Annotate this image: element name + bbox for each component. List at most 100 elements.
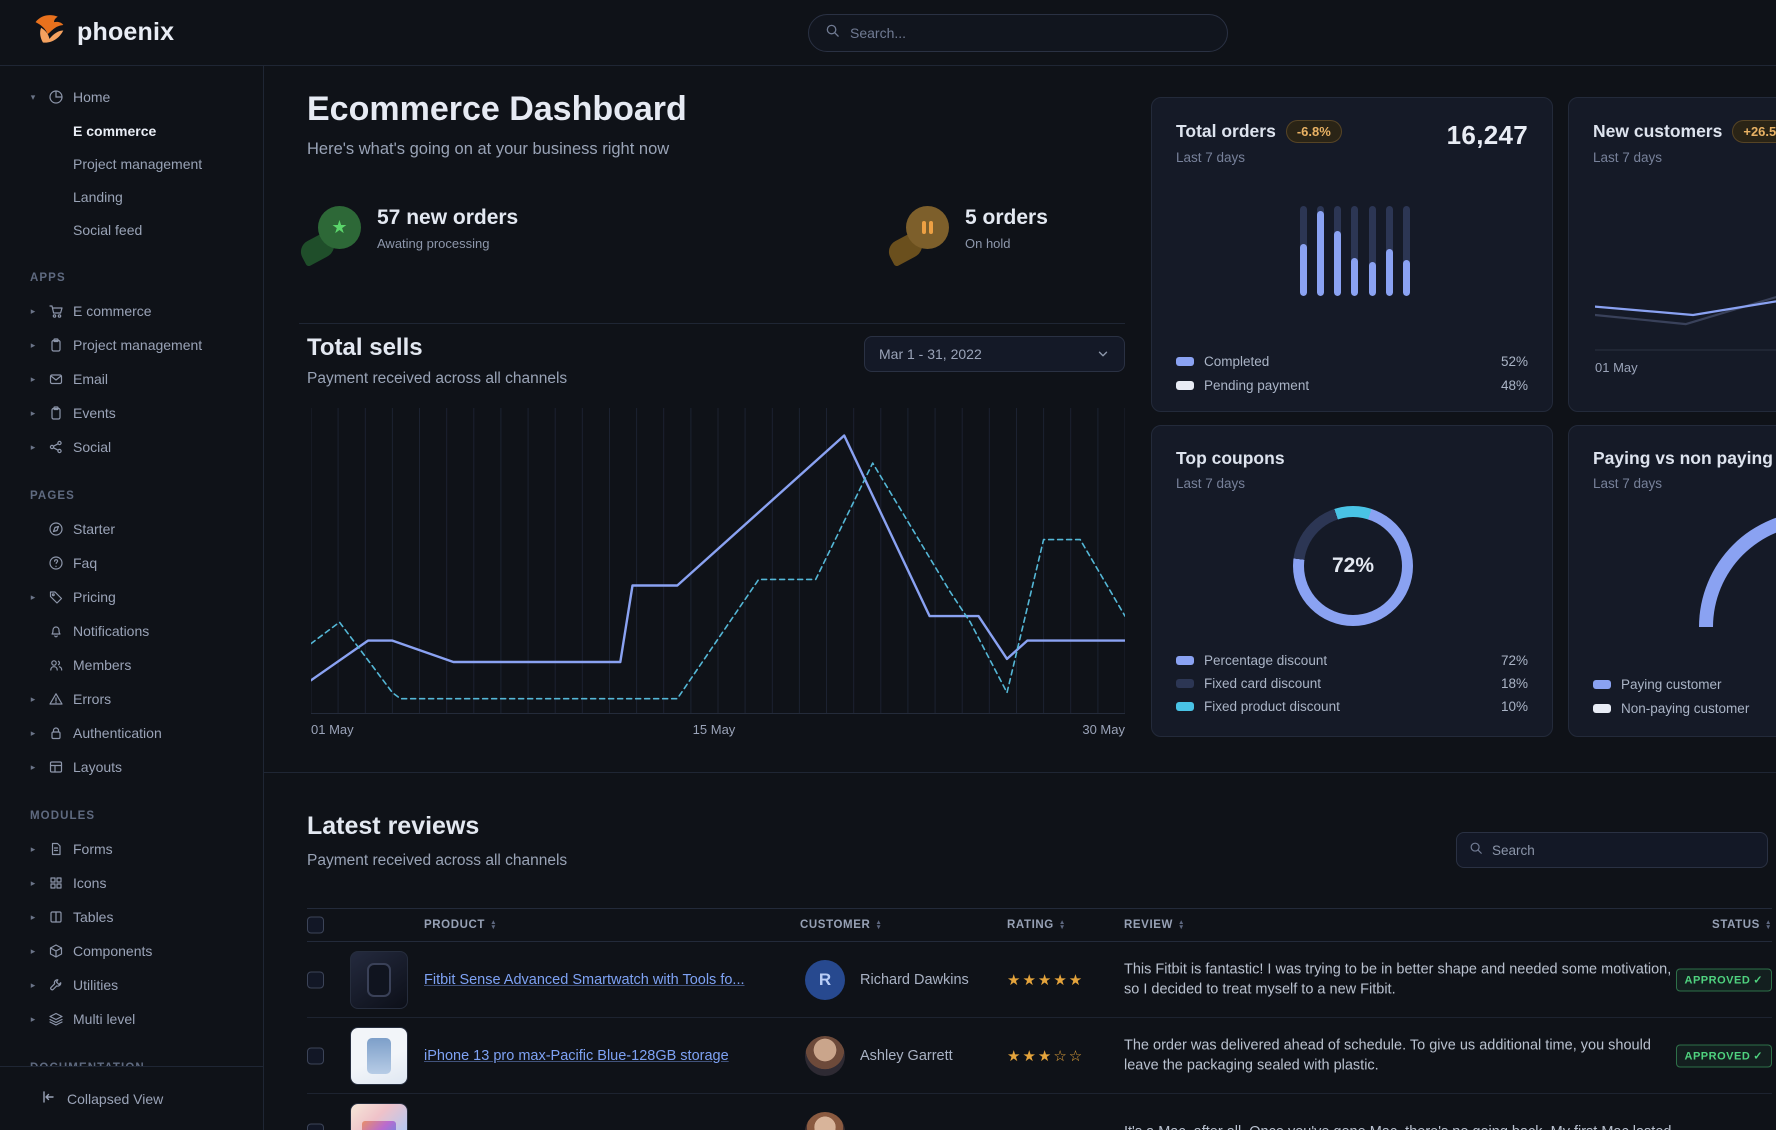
pie-chart-icon xyxy=(47,89,64,106)
sidebar-item-components[interactable]: ▸ Components xyxy=(28,934,249,968)
sidebar-item-label: Authentication xyxy=(73,725,162,741)
reviews-search-input[interactable] xyxy=(1492,842,1755,858)
chevron-right-icon: ▸ xyxy=(30,979,36,990)
global-search[interactable] xyxy=(808,14,1228,52)
collapse-label: Collapsed View xyxy=(67,1090,164,1107)
column-rating[interactable]: RATING ▲ ▼ xyxy=(1007,918,1066,931)
legend-row: Percentage discount 72% xyxy=(1176,653,1528,668)
sidebar: ▾ Home E commerce Project management Landi… xyxy=(0,66,264,1130)
order-bar xyxy=(1300,206,1307,296)
sidebar-item-events[interactable]: ▸ Events xyxy=(28,396,249,430)
collapse-sidebar-button[interactable]: Collapsed View xyxy=(0,1066,263,1130)
avatar[interactable]: R xyxy=(805,959,845,1000)
chevron-right-icon: ▸ xyxy=(30,441,36,452)
sidebar-item-label: Members xyxy=(73,657,132,673)
sidebar-item-forms[interactable]: ▸ Forms xyxy=(28,832,249,866)
chevron-right-icon: ▸ xyxy=(30,877,36,888)
page-title: Ecommerce Dashboard xyxy=(307,90,687,128)
stat-new-orders: ★ 57 new orders Awating processing xyxy=(296,206,518,268)
column-customer[interactable]: CUSTOMER ▲ ▼ xyxy=(800,918,883,931)
top-navbar: phoenix xyxy=(0,0,1776,66)
chevron-right-icon: ▸ xyxy=(30,843,36,854)
sidebar-item-utilities[interactable]: ▸ Utilities xyxy=(28,968,249,1002)
sidebar-item-label: Utilities xyxy=(73,977,119,993)
column-status[interactable]: STATUS ▲ ▼ xyxy=(1712,918,1772,931)
column-review[interactable]: REVIEW ▲ ▼ xyxy=(1124,918,1186,931)
sidebar-item-authentication[interactable]: ▸ Authentication xyxy=(28,716,249,750)
wrench-icon xyxy=(47,977,64,994)
sidebar-subitem-landing[interactable]: Landing xyxy=(73,188,123,205)
chevron-right-icon: ▸ xyxy=(30,591,36,602)
sidebar-item-label: Multi level xyxy=(73,1011,136,1027)
sidebar-section-title: PAGES xyxy=(30,490,75,502)
avatar[interactable] xyxy=(805,1111,845,1130)
layout-icon xyxy=(47,759,64,776)
phoenix-flame-icon xyxy=(30,12,67,54)
column-product[interactable]: PRODUCT ▲ ▼ xyxy=(424,918,498,931)
sidebar-item-errors[interactable]: ▸ Errors xyxy=(28,682,249,716)
card-title: Total orders xyxy=(1176,121,1276,141)
card-period: Last 7 days xyxy=(1176,476,1246,491)
check-icon: ✓ xyxy=(1753,1050,1763,1062)
select-all-checkbox[interactable] xyxy=(307,916,324,934)
row-checkbox[interactable] xyxy=(307,1123,324,1130)
table-row: It's a Mac, after all. Once you've gone … xyxy=(307,1094,1772,1130)
sidebar-item-members[interactable]: ▸ Members xyxy=(28,648,249,682)
sidebar-item-tables[interactable]: ▸ Tables xyxy=(28,900,249,934)
product-thumbnail[interactable] xyxy=(350,1026,408,1085)
product-link[interactable]: Fitbit Sense Advanced Smartwatch with To… xyxy=(424,971,745,988)
sidebar-item-multi-level[interactable]: ▸ Multi level xyxy=(28,1002,249,1036)
table-row: iPhone 13 pro max-Pacific Blue-128GB sto… xyxy=(307,1018,1772,1094)
search-input[interactable] xyxy=(850,25,1211,41)
star-badge-icon: ★ xyxy=(296,206,361,268)
sort-icon: ▲ ▼ xyxy=(490,918,498,931)
stat-sub: Awating processing xyxy=(377,236,490,251)
customers-line-chart xyxy=(1593,266,1776,352)
x-tick: 15 May xyxy=(692,722,736,737)
legend-swatch xyxy=(1176,357,1194,366)
sidebar-item-social[interactable]: ▸ Social xyxy=(28,430,249,464)
sidebar-item-label: Project management xyxy=(73,337,203,353)
legend-label: Pending payment xyxy=(1204,378,1310,393)
section-divider xyxy=(299,323,1125,324)
sidebar-subitem-e-commerce[interactable]: E commerce xyxy=(73,122,157,139)
sidebar-item-label: Home xyxy=(73,89,111,105)
product-thumbnail[interactable] xyxy=(350,950,408,1009)
legend-label: Non-paying customer xyxy=(1621,701,1750,716)
sidebar-section-title: APPS xyxy=(30,272,66,284)
card-period: Last 7 days xyxy=(1593,476,1663,491)
legend-swatch xyxy=(1176,679,1194,688)
sidebar-item-notifications[interactable]: ▸ Notifications xyxy=(28,614,249,648)
date-range-select[interactable]: Mar 1 - 31, 2022 xyxy=(864,336,1125,372)
sidebar-item-label: Forms xyxy=(73,841,113,857)
sidebar-item-home[interactable]: ▾ Home xyxy=(28,80,249,114)
avatar[interactable] xyxy=(805,1035,845,1076)
sidebar-item-faq[interactable]: ▸ Faq xyxy=(28,546,249,580)
sidebar-item-starter[interactable]: ▸ Starter xyxy=(28,512,249,546)
sidebar-item-email[interactable]: ▸ Email xyxy=(28,362,249,396)
legend-row: Pending payment 48% xyxy=(1176,378,1528,393)
sort-icon: ▲ ▼ xyxy=(1058,918,1066,931)
card-period: Last 7 days xyxy=(1176,150,1246,165)
sidebar-item-e-commerce[interactable]: ▸ E commerce xyxy=(28,294,249,328)
sidebar-item-layouts[interactable]: ▸ Layouts xyxy=(28,750,249,784)
sidebar-item-pricing[interactable]: ▸ Pricing xyxy=(28,580,249,614)
row-checkbox[interactable] xyxy=(307,1047,324,1064)
sidebar-item-project-management[interactable]: ▸ Project management xyxy=(28,328,249,362)
product-thumbnail[interactable] xyxy=(350,1102,408,1130)
box-icon xyxy=(47,943,64,960)
sidebar-subitem-social-feed[interactable]: Social feed xyxy=(73,221,143,238)
sidebar-item-label: Layouts xyxy=(73,759,123,775)
page-subtitle: Here's what's going on at your business … xyxy=(307,140,670,158)
brand-logo[interactable]: phoenix xyxy=(0,12,174,54)
order-bar xyxy=(1368,206,1376,296)
paying-card: Paying vs non paying Last 7 days Paying … xyxy=(1568,425,1776,737)
product-link[interactable]: iPhone 13 pro max-Pacific Blue-128GB sto… xyxy=(424,1047,729,1064)
sidebar-item-icons[interactable]: ▸ Icons xyxy=(28,866,249,900)
x-tick: 01 May xyxy=(311,722,354,737)
reviews-search[interactable] xyxy=(1456,832,1768,868)
sidebar-subitem-project-management[interactable]: Project management xyxy=(73,155,203,172)
row-checkbox[interactable] xyxy=(307,971,324,988)
mail-icon xyxy=(47,371,64,388)
legend-label: Paying customer xyxy=(1621,677,1722,692)
